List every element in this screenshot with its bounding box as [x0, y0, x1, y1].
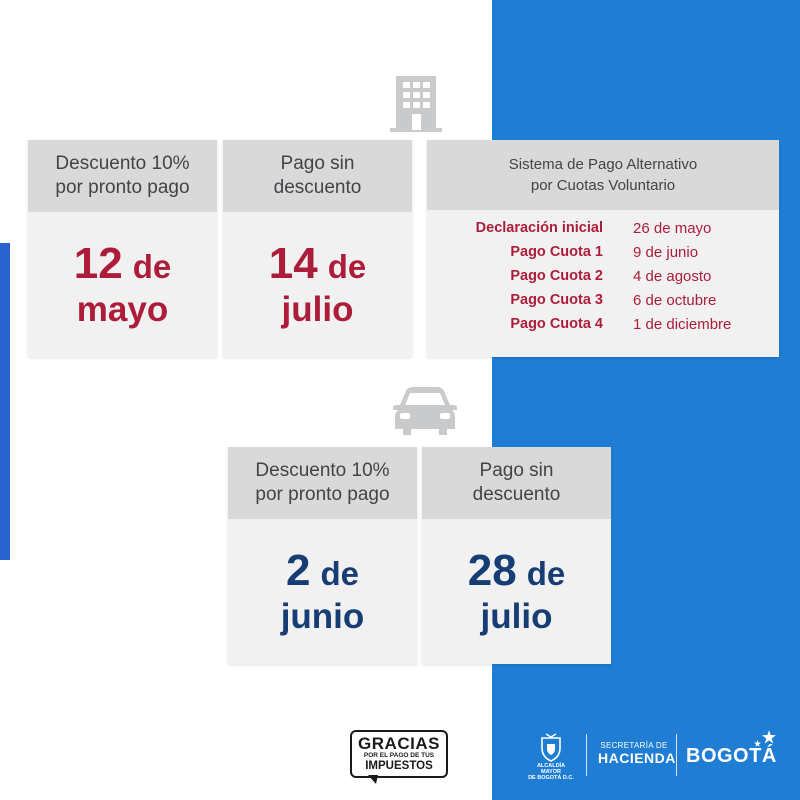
- left-accent-bar: [0, 243, 10, 560]
- schedule-date: 26 de mayo: [633, 219, 712, 237]
- schedule-label: Pago Cuota 4: [510, 316, 603, 332]
- gracias-line1: GRACIAS: [358, 734, 440, 753]
- secretaria-line2: HACIENDA: [598, 750, 676, 766]
- alcaldia-line1: ALCALDÍA MAYOR: [536, 763, 566, 775]
- date-month: junio: [280, 596, 365, 636]
- alternative-payment-header: Sistema de Pago Alternativo por Cuotas V…: [427, 140, 779, 210]
- alcaldia-line2: DE BOGOTÁ D.C.: [528, 775, 574, 781]
- bogota-logo: BOGOTÁ: [686, 745, 777, 767]
- blue-background-panel: [492, 0, 800, 800]
- schedule-row: Pago Cuota 4 1 de diciembre: [457, 312, 759, 336]
- alternative-payment-card: Sistema de Pago Alternativo por Cuotas V…: [427, 140, 779, 357]
- date-day: 12: [73, 239, 123, 289]
- property-no-discount-date: 14 de julio: [223, 212, 412, 357]
- date-de: de: [526, 555, 566, 593]
- star-icon: [754, 740, 761, 747]
- date-de: de: [320, 555, 359, 593]
- schedule-row: Pago Cuota 2 4 de agosto: [457, 264, 759, 288]
- date-month: julio: [480, 596, 553, 636]
- building-icon: [390, 76, 442, 132]
- schedule-label: Declaración inicial: [475, 220, 603, 236]
- logo-divider: [586, 734, 587, 776]
- vehicle-no-discount-header: Pago sin descuento: [422, 447, 611, 519]
- star-icon: [762, 730, 776, 744]
- schedule-label: Pago Cuota 1: [510, 244, 603, 260]
- date-month: julio: [281, 289, 354, 329]
- schedule-date: 6 de octubre: [633, 291, 717, 309]
- installment-schedule: Declaración inicial 26 de mayo Pago Cuot…: [427, 210, 779, 336]
- date-day: 2: [286, 546, 311, 596]
- date-month: mayo: [76, 289, 169, 329]
- schedule-row: Declaración inicial 26 de mayo: [457, 216, 759, 240]
- schedule-row: Pago Cuota 3 6 de octubre: [457, 288, 759, 312]
- secretaria-line1: SECRETARÍA DE: [600, 741, 668, 750]
- date-de: de: [132, 248, 172, 286]
- property-no-discount-header: Pago sin descuento: [223, 140, 412, 212]
- vehicle-no-discount-card: Pago sin descuento 28 de julio: [422, 447, 611, 664]
- footer-logos: ALCALDÍA MAYOR DE BOGOTÁ D.C. SECRETARÍA…: [520, 730, 780, 781]
- schedule-date: 4 de agosto: [633, 267, 712, 285]
- vehicle-discount-card: Descuento 10% por pronto pago 2 de junio: [228, 447, 417, 664]
- schedule-label: Pago Cuota 3: [510, 292, 603, 308]
- property-discount-card: Descuento 10% por pronto pago 12 de mayo: [28, 140, 217, 357]
- vehicle-discount-header: Descuento 10% por pronto pago: [228, 447, 417, 519]
- alcaldia-label: ALCALDÍA MAYOR DE BOGOTÁ D.C.: [528, 763, 574, 781]
- gracias-badge: GRACIAS POR EL PAGO DE TUS IMPUESTOS: [350, 730, 448, 778]
- date-day: 14: [268, 239, 318, 289]
- car-icon: [393, 387, 457, 435]
- speech-bubble-tail: [368, 775, 378, 784]
- schedule-date: 1 de diciembre: [633, 315, 732, 333]
- date-de: de: [327, 248, 367, 286]
- logo-divider: [676, 734, 677, 776]
- gracias-line3: IMPUESTOS: [365, 760, 433, 772]
- property-discount-header: Descuento 10% por pronto pago: [28, 140, 217, 212]
- date-day: 28: [467, 546, 517, 596]
- schedule-row: Pago Cuota 1 9 de junio: [457, 240, 759, 264]
- property-no-discount-card: Pago sin descuento 14 de julio: [223, 140, 412, 357]
- coat-of-arms-icon: [541, 733, 561, 762]
- gracias-line2: POR EL PAGO DE TUS: [363, 752, 435, 759]
- vehicle-no-discount-date: 28 de julio: [422, 519, 611, 664]
- vehicle-discount-date: 2 de junio: [228, 519, 417, 664]
- secretaria-hacienda-logo: SECRETARÍA DE HACIENDA: [598, 741, 676, 766]
- property-discount-date: 12 de mayo: [28, 212, 217, 357]
- schedule-label: Pago Cuota 2: [510, 268, 603, 284]
- schedule-date: 9 de junio: [633, 243, 699, 261]
